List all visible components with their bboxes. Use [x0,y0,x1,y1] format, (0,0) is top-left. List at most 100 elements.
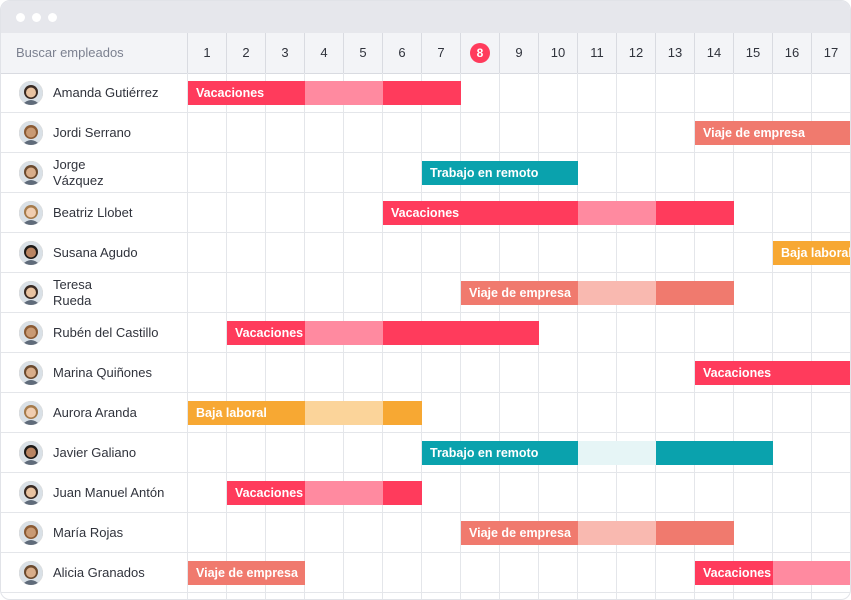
bar-day-segment [266,401,305,425]
window-dot-icon[interactable] [32,13,41,22]
absence-bar-viaje[interactable]: Viaje de empresa [461,281,734,305]
bar-day-segment [695,441,734,465]
employee-row[interactable]: Javier Galiano [1,433,188,473]
employee-row[interactable]: Alicia Granados [1,553,188,593]
bar-day-segment [539,441,578,465]
employee-row[interactable]: Jordi Serrano [1,113,188,153]
day-number: 17 [823,45,839,60]
employee-name: Amanda Gutiérrez [53,85,159,100]
avatar [19,441,43,465]
employee-row[interactable]: Teresa Rueda [1,273,188,313]
absence-label: Viaje de empresa [469,286,571,300]
bar-day-segment [617,281,656,305]
day-number: 9 [515,45,523,60]
bar-day-segment [617,201,656,225]
absence-bar-vacaciones[interactable]: Vacaciones [383,201,734,225]
bar-day-segment [695,521,734,545]
day-header-5: 5 [344,33,383,73]
grid-column-line [733,73,734,599]
bar-day-segment [656,441,695,465]
bar-day-segment [500,521,539,545]
absence-bar-viaje[interactable]: Viaje de empresa [188,561,305,585]
absence-bar-remoto[interactable]: Trabajo en remoto [422,441,773,465]
grid-row-line [1,512,850,513]
day-number: 8 [470,43,490,63]
day-header-17: 17 [812,33,850,73]
absence-bar-remoto[interactable]: Trabajo en remoto [422,161,578,185]
employee-row[interactable]: María Rojas [1,513,188,553]
window-dot-icon[interactable] [48,13,57,22]
bar-day-segment [812,121,850,145]
bar-day-segment [656,281,695,305]
bar-day-segment [734,121,773,145]
day-header-4: 4 [305,33,344,73]
grid-row-line [1,112,850,113]
avatar [19,561,43,585]
bar-day-segment [383,81,422,105]
bar-day-segment [227,481,266,505]
bar-day-segment [305,401,344,425]
day-number: 1 [203,45,211,60]
day-number: 3 [281,45,289,60]
absence-bar-vacaciones[interactable]: Vacaciones [188,81,461,105]
bar-day-segment [344,481,383,505]
avatar [19,521,43,545]
bar-day-segment [422,201,461,225]
bar-day-segment [656,201,695,225]
employee-row[interactable]: Juan Manuel Antón [1,473,188,513]
bar-day-segment [578,441,617,465]
bar-day-segment [344,321,383,345]
absence-label: Viaje de empresa [469,526,571,540]
absence-bar-vacaciones[interactable]: Vacaciones [695,561,850,585]
absence-label: Baja laboral [196,406,267,420]
grid-row-line [1,392,850,393]
absence-bar-viaje[interactable]: Viaje de empresa [695,121,850,145]
employee-row[interactable]: Beatriz Llobet [1,193,188,233]
employee-row[interactable]: Aurora Aranda [1,393,188,433]
bar-day-segment [461,521,500,545]
absence-label: Baja laboral [781,246,851,260]
bar-day-segment [305,481,344,505]
bar-day-segment [383,481,422,505]
bar-day-segment [305,81,344,105]
employee-row[interactable]: Susana Agudo [1,233,188,273]
day-header-7: 7 [422,33,461,73]
absence-label: Vacaciones [703,366,772,380]
day-header-15: 15 [734,33,773,73]
employee-row[interactable]: Rubén del Castillo [1,313,188,353]
window-dot-icon[interactable] [16,13,25,22]
search-input[interactable]: Buscar empleados [1,33,188,73]
absence-bar-vacaciones[interactable]: Vacaciones [227,481,422,505]
absence-bar-vacaciones[interactable]: Vacaciones [695,361,850,385]
employee-row[interactable]: Jorge Vázquez [1,153,188,193]
grid-row-line [1,352,850,353]
grid-column-line [811,73,812,599]
bar-day-segment [422,441,461,465]
bar-day-segment [227,561,266,585]
day-header-11: 11 [578,33,617,73]
bar-day-segment [188,561,227,585]
employee-row[interactable]: Marina Quiñones [1,353,188,393]
employee-row[interactable]: Amanda Gutiérrez [1,73,188,113]
bar-day-segment [539,201,578,225]
bar-day-segment [539,521,578,545]
absence-label: Vacaciones [235,326,304,340]
bar-day-segment [383,321,422,345]
grid-row-line [1,472,850,473]
absence-bar-baja[interactable]: Baja laboral [773,241,851,265]
bar-day-segment [773,361,812,385]
avatar [19,161,43,185]
calendar-header: Buscar empleados 1 2 3 4 5 6 7 8 9 10 11 12 13 14 15 16… [1,33,850,74]
day-header-13: 13 [656,33,695,73]
day-number: 15 [745,45,761,60]
employee-name: Teresa Rueda [53,277,93,308]
absence-bar-baja[interactable]: Baja laboral [188,401,422,425]
bar-day-segment [383,401,422,425]
day-number: 14 [706,45,722,60]
bar-day-segment [539,161,578,185]
bar-day-segment [695,121,734,145]
bar-day-segment [500,161,539,185]
absence-bar-vacaciones[interactable]: Vacaciones [227,321,539,345]
employee-name: Aurora Aranda [53,405,137,420]
absence-bar-viaje[interactable]: Viaje de empresa [461,521,734,545]
